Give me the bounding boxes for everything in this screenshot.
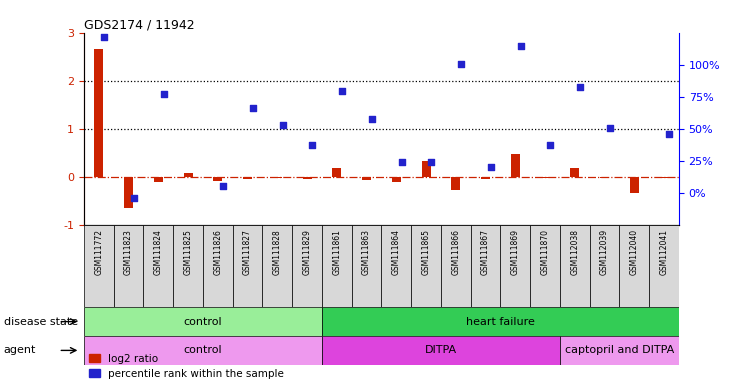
FancyBboxPatch shape: [143, 225, 173, 307]
FancyBboxPatch shape: [84, 307, 322, 336]
Text: GSM112040: GSM112040: [630, 229, 639, 275]
FancyBboxPatch shape: [530, 225, 560, 307]
Point: [664, 131, 675, 137]
Legend: log2 ratio, percentile rank within the sample: log2 ratio, percentile rank within the s…: [89, 354, 284, 379]
Text: GSM111828: GSM111828: [273, 229, 282, 275]
FancyBboxPatch shape: [322, 225, 352, 307]
Text: GSM111824: GSM111824: [154, 229, 163, 275]
Text: control: control: [184, 345, 222, 356]
FancyBboxPatch shape: [84, 336, 322, 365]
FancyBboxPatch shape: [590, 225, 620, 307]
FancyBboxPatch shape: [471, 225, 501, 307]
Text: GSM111827: GSM111827: [243, 229, 252, 275]
Text: GSM111869: GSM111869: [511, 229, 520, 275]
Text: GSM111870: GSM111870: [540, 229, 550, 275]
FancyBboxPatch shape: [203, 225, 233, 307]
Bar: [213, 177, 222, 182]
Point: [128, 195, 139, 201]
Bar: [94, 50, 103, 177]
Point: [277, 122, 288, 128]
FancyBboxPatch shape: [322, 307, 679, 336]
Text: GSM111823: GSM111823: [124, 229, 133, 275]
Bar: [451, 177, 460, 190]
Text: control: control: [184, 316, 222, 327]
Bar: [481, 177, 490, 179]
Text: disease state: disease state: [4, 316, 78, 327]
Text: agent: agent: [4, 345, 36, 356]
Text: GSM112041: GSM112041: [659, 229, 669, 275]
Point: [218, 183, 229, 189]
FancyBboxPatch shape: [560, 225, 590, 307]
Point: [545, 142, 556, 149]
FancyBboxPatch shape: [501, 225, 530, 307]
Point: [158, 91, 169, 97]
Bar: [362, 177, 371, 180]
Text: captopril and DITPA: captopril and DITPA: [565, 345, 674, 356]
FancyBboxPatch shape: [441, 225, 471, 307]
Point: [426, 159, 437, 166]
FancyBboxPatch shape: [382, 225, 411, 307]
Text: GSM112039: GSM112039: [600, 229, 609, 275]
Text: GSM111826: GSM111826: [213, 229, 223, 275]
Point: [366, 116, 377, 122]
Bar: [303, 177, 312, 179]
Text: GSM111864: GSM111864: [392, 229, 401, 275]
Point: [604, 125, 615, 131]
Bar: [541, 177, 550, 178]
FancyBboxPatch shape: [233, 225, 263, 307]
FancyBboxPatch shape: [322, 336, 560, 365]
Bar: [630, 177, 639, 194]
FancyBboxPatch shape: [263, 225, 292, 307]
Text: GSM111861: GSM111861: [332, 229, 342, 275]
Text: GSM111772: GSM111772: [94, 229, 104, 275]
Text: GDS2174 / 11942: GDS2174 / 11942: [84, 18, 195, 31]
Point: [515, 43, 526, 49]
Text: GSM111865: GSM111865: [421, 229, 431, 275]
Text: GSM111866: GSM111866: [451, 229, 461, 275]
Bar: [392, 177, 401, 182]
Point: [247, 106, 258, 112]
Text: GSM111863: GSM111863: [362, 229, 371, 275]
FancyBboxPatch shape: [649, 225, 679, 307]
FancyBboxPatch shape: [173, 225, 203, 307]
Bar: [124, 177, 133, 208]
Text: DITPA: DITPA: [425, 345, 457, 356]
Point: [456, 61, 467, 67]
Text: GSM111867: GSM111867: [481, 229, 490, 275]
Bar: [570, 169, 579, 177]
Bar: [154, 177, 163, 182]
Bar: [600, 177, 609, 178]
Bar: [273, 177, 282, 178]
Text: GSM112038: GSM112038: [570, 229, 580, 275]
FancyBboxPatch shape: [560, 336, 679, 365]
FancyBboxPatch shape: [292, 225, 322, 307]
Point: [575, 84, 586, 90]
FancyBboxPatch shape: [352, 225, 382, 307]
Bar: [332, 168, 341, 177]
Point: [99, 35, 110, 41]
Point: [307, 142, 318, 149]
Bar: [243, 177, 252, 179]
Point: [485, 164, 496, 170]
Bar: [184, 173, 193, 177]
FancyBboxPatch shape: [411, 225, 441, 307]
Bar: [422, 161, 431, 177]
FancyBboxPatch shape: [84, 225, 114, 307]
Point: [396, 159, 407, 166]
Text: heart failure: heart failure: [466, 316, 535, 327]
Text: GSM111829: GSM111829: [302, 229, 312, 275]
Text: GSM111825: GSM111825: [183, 229, 193, 275]
Bar: [511, 154, 520, 177]
FancyBboxPatch shape: [114, 225, 143, 307]
FancyBboxPatch shape: [620, 225, 649, 307]
Point: [337, 88, 348, 94]
Bar: [660, 177, 669, 178]
